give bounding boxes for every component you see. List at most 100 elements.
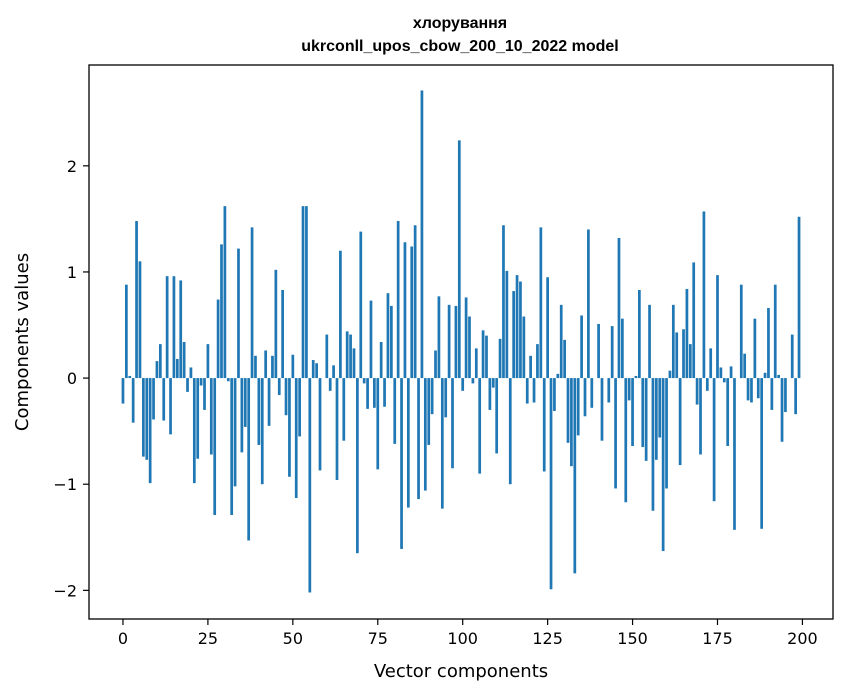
bar-9 <box>152 378 155 420</box>
bar-117 <box>519 281 522 379</box>
bar-4 <box>135 221 138 379</box>
bar-160 <box>665 378 668 489</box>
x-ticks-group: 0 25 50 75 100 125 150 175 200 <box>118 619 818 648</box>
bar-41 <box>260 378 264 485</box>
plot-frame <box>88 64 834 620</box>
bar-161 <box>668 370 672 379</box>
bar-36 <box>243 378 247 427</box>
bar-162 <box>671 304 675 379</box>
bar-83 <box>403 242 407 379</box>
bar-163 <box>675 332 679 379</box>
bar-135 <box>580 315 583 379</box>
bar-43 <box>267 378 271 426</box>
bar-126 <box>549 378 553 590</box>
bar-28 <box>216 299 220 379</box>
bar-6 <box>142 378 145 457</box>
bar-5 <box>138 261 142 379</box>
bar-76 <box>379 342 383 379</box>
bar-39 <box>254 355 257 379</box>
bar-31 <box>226 378 230 382</box>
x-axis-label: Vector components <box>374 661 548 682</box>
bar-24 <box>203 378 206 410</box>
bar-40 <box>257 378 261 445</box>
bar-88 <box>420 90 424 379</box>
x-tick-label: 100 <box>447 629 478 648</box>
bar-182 <box>739 284 743 379</box>
bar-169 <box>695 378 699 405</box>
bar-46 <box>277 378 281 396</box>
bar-62 <box>332 365 335 379</box>
bar-30 <box>223 206 227 379</box>
bar-63 <box>335 378 339 480</box>
y-tick-label: −1 <box>53 475 77 494</box>
x-tick-label: 175 <box>702 629 733 648</box>
bar-92 <box>434 350 437 379</box>
bar-198 <box>794 378 797 415</box>
bar-58 <box>318 378 322 471</box>
bar-171 <box>702 211 706 379</box>
bar-105 <box>478 378 482 474</box>
bar-7 <box>145 378 149 460</box>
bar-69 <box>356 378 359 554</box>
bar-97 <box>451 378 454 469</box>
bar-130 <box>563 339 566 379</box>
bar-110 <box>495 378 499 454</box>
bar-23 <box>199 378 203 386</box>
bar-113 <box>505 270 509 379</box>
bar-180 <box>733 378 736 530</box>
bar-65 <box>342 378 346 441</box>
bar-112 <box>502 225 505 379</box>
bar-155 <box>648 304 651 379</box>
bar-185 <box>750 378 753 403</box>
x-tick-label: 0 <box>118 629 128 648</box>
bar-170 <box>699 378 702 455</box>
bar-183 <box>743 353 747 379</box>
bar-179 <box>729 366 733 379</box>
bar-118 <box>522 316 526 379</box>
bar-174 <box>712 378 716 502</box>
bar-90 <box>427 378 431 445</box>
bar-132 <box>570 378 573 467</box>
bar-86 <box>413 225 417 379</box>
bar-26 <box>209 378 213 455</box>
bar-199 <box>797 216 801 379</box>
bar-114 <box>508 378 512 485</box>
bar-52 <box>298 378 301 437</box>
bar-8 <box>148 378 152 484</box>
bar-140 <box>597 323 600 379</box>
bar-145 <box>614 378 617 489</box>
bar-0 <box>121 378 125 404</box>
chart-subtitle: ukrconll_upos_cbow_200_10_2022 model <box>301 38 618 55</box>
bar-156 <box>651 378 655 511</box>
bar-186 <box>753 318 757 379</box>
bar-150 <box>631 378 634 446</box>
bars-group <box>121 90 801 593</box>
bar-104 <box>474 348 478 379</box>
bar-173 <box>709 348 713 379</box>
bar-91 <box>430 378 434 415</box>
bar-19 <box>186 378 189 392</box>
bar-10 <box>155 361 159 379</box>
bar-20 <box>189 367 193 379</box>
bar-54 <box>305 206 308 379</box>
bar-136 <box>583 378 587 417</box>
bar-72 <box>366 378 369 409</box>
bar-50 <box>291 354 295 379</box>
bar-165 <box>682 329 685 379</box>
bar-102 <box>468 316 471 379</box>
bar-107 <box>485 335 488 379</box>
bar-120 <box>529 355 532 379</box>
bar-29 <box>220 244 223 379</box>
bar-1 <box>125 284 128 379</box>
bar-138 <box>590 378 594 408</box>
bar-197 <box>790 334 794 379</box>
bar-98 <box>454 305 458 379</box>
bar-21 <box>192 378 196 484</box>
bar-3 <box>131 378 135 423</box>
bar-125 <box>546 277 549 379</box>
bar-49 <box>288 378 291 477</box>
bar-149 <box>627 378 631 401</box>
bar-44 <box>271 355 274 379</box>
bar-119 <box>525 378 529 404</box>
bar-80 <box>393 378 397 444</box>
